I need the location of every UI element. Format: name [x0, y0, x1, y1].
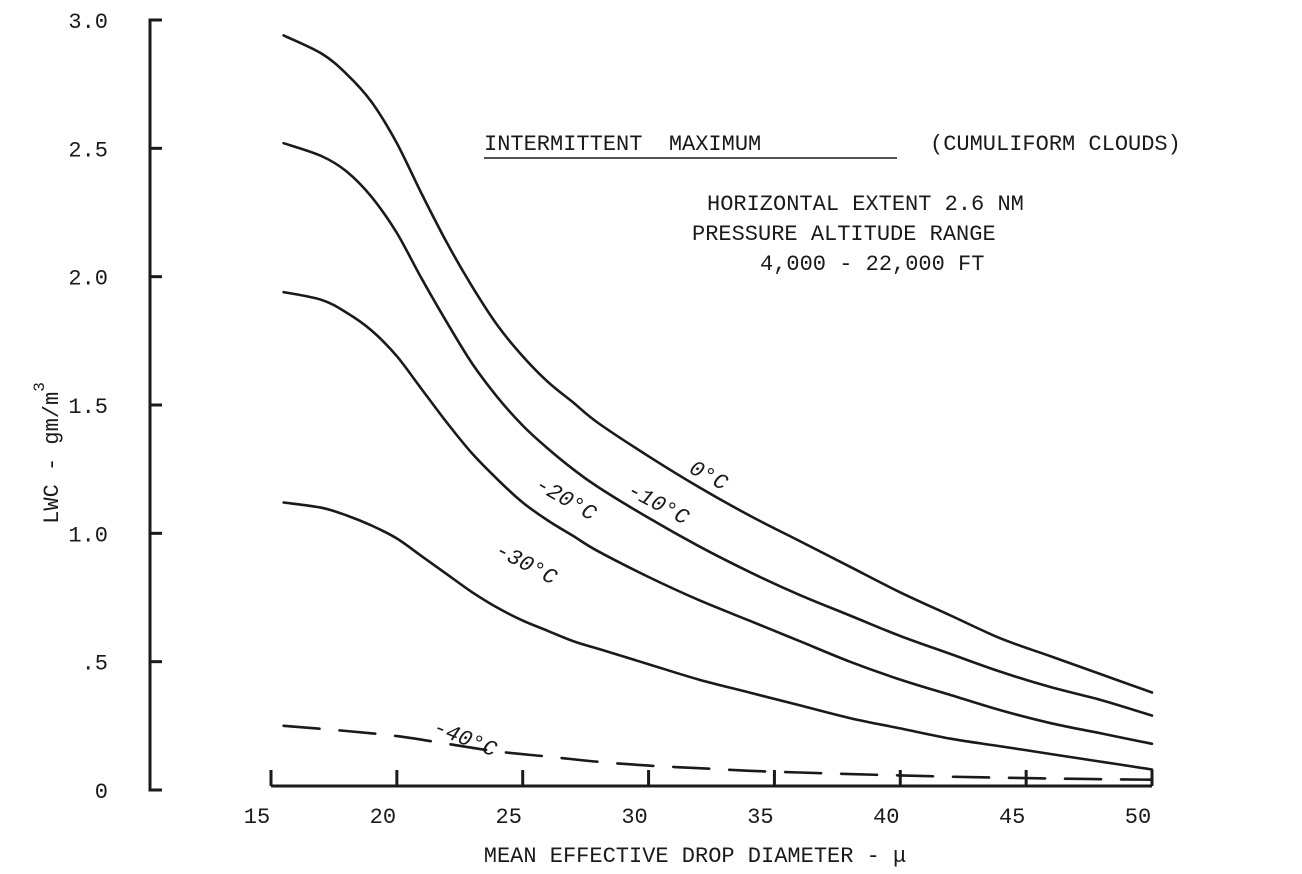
y-tick-label: 0	[95, 780, 108, 805]
x-tick-label: 45	[999, 805, 1025, 830]
y-tick-label: 1.5	[68, 395, 108, 420]
x-tick-label: 30	[621, 805, 647, 830]
axes: 0 .5 1.0 1.5 2.0 2.5 3.0 15 20 25 30 35 40 45 50	[68, 10, 1154, 830]
y-tick-label: 2.5	[68, 138, 108, 163]
x-tick-label: 15	[244, 805, 270, 830]
y-tick-label: 3.0	[68, 10, 108, 35]
y-tick-label: .5	[82, 652, 108, 677]
y-tick-label: 2.0	[68, 267, 108, 292]
series-label-0c: 0°C	[685, 456, 732, 497]
series-label-minus30c: -30°C	[491, 538, 562, 591]
x-axis-title: MEAN EFFECTIVE DROP DIAMETER - μ	[484, 844, 906, 869]
y-ticks: 0 .5 1.0 1.5 2.0 2.5 3.0	[68, 10, 162, 805]
annotation-line-3: 4,000 - 22,000 FT	[760, 252, 984, 277]
x-tick-label: 25	[496, 805, 522, 830]
y-axis-title: LWC - gm/m	[40, 392, 65, 524]
annotation-line-1: HORIZONTAL EXTENT 2.6 NM	[707, 192, 1024, 217]
x-tick-label: 40	[873, 805, 899, 830]
y-axis-title-group: LWC - gm/m3	[31, 382, 65, 524]
annotation-heading-underlined: INTERMITTENT MAXIMUM	[484, 132, 761, 157]
y-tick-label: 1.0	[68, 523, 108, 548]
x-ticks: 15 20 25 30 35 40 45 50	[244, 770, 1154, 830]
series-line	[282, 290, 1154, 746]
annotation-line-2: PRESSURE ALTITUDE RANGE	[692, 222, 996, 247]
series-line	[282, 501, 1154, 771]
x-tick-label: 35	[747, 805, 773, 830]
series-line	[282, 141, 1154, 717]
x-tick-label: 20	[370, 805, 396, 830]
annotation-heading-rest: (CUMULIFORM CLOUDS)	[930, 132, 1181, 157]
y-axis-title-text: LWC - gm/m3	[31, 382, 65, 524]
y-axis-title-superscript: 3	[31, 382, 49, 392]
series-label-minus40c: -40°C	[429, 715, 500, 763]
series-line	[282, 34, 1154, 694]
x-tick-label: 50	[1125, 805, 1151, 830]
series-line	[282, 724, 1154, 781]
series-curves	[282, 34, 1154, 781]
annotation-block: INTERMITTENT MAXIMUM (CUMULIFORM CLOUDS)…	[484, 132, 1181, 277]
